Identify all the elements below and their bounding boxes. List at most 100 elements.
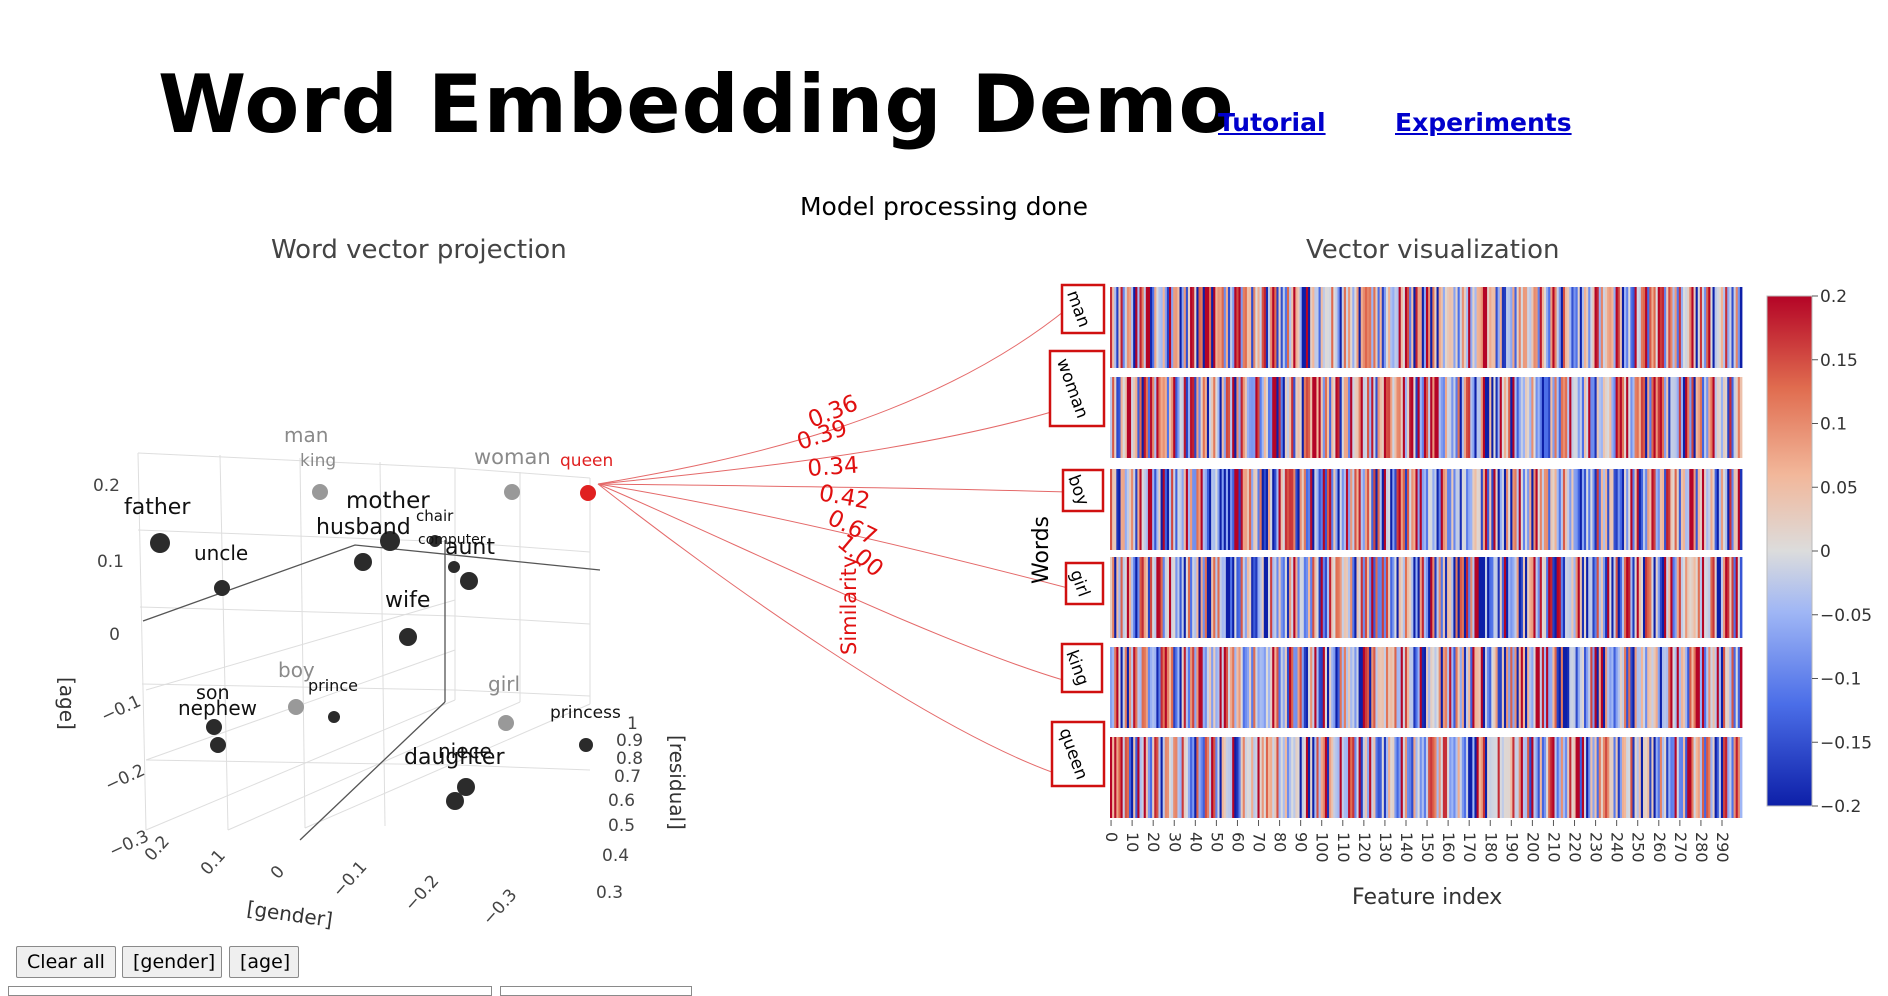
word-box-frame	[1048, 349, 1106, 428]
point-marker[interactable]	[498, 715, 514, 731]
heatmap-row-girl	[1110, 557, 1743, 638]
point-marker[interactable]	[446, 792, 464, 810]
point-marker[interactable]	[354, 553, 372, 571]
experiments-link[interactable]: Experiments	[1395, 108, 1572, 137]
similarity-label: Similarity	[837, 556, 861, 655]
point-marker[interactable]	[214, 580, 230, 596]
word-point-son[interactable]: son	[196, 682, 230, 735]
feature-tick: 210	[1544, 832, 1563, 863]
word-point-king[interactable]: king	[300, 451, 336, 500]
point-label: father	[124, 495, 191, 520]
point-marker[interactable]	[328, 711, 340, 723]
feature-tick: 40	[1186, 832, 1205, 852]
colorbar-tick: −0.1	[1820, 670, 1861, 690]
word-point-husband[interactable]: husband	[316, 515, 411, 571]
secondary-input[interactable]	[500, 986, 692, 996]
point-marker[interactable]	[380, 531, 400, 551]
word-point-aunt[interactable]: aunt	[445, 535, 495, 590]
heatmap-row-queen	[1110, 737, 1743, 818]
word-point-girl[interactable]: girl	[488, 672, 520, 731]
word-point-computer[interactable]: computer	[418, 532, 486, 573]
word-label-boxes: man woman boy girl king queen	[1048, 283, 1106, 788]
feature-tick: 80	[1271, 832, 1290, 852]
residual-tick: 1	[627, 714, 638, 734]
point-marker[interactable]	[210, 737, 226, 753]
point-label: man	[284, 423, 328, 447]
word-box-woman: woman	[1048, 349, 1106, 428]
residual-tick: 0.3	[596, 883, 623, 903]
age-axis-button[interactable]: [age]	[229, 946, 299, 978]
word-point-nephew[interactable]: nephew	[178, 696, 257, 753]
point-label: uncle	[194, 541, 248, 565]
feature-tick: 170	[1460, 832, 1479, 863]
word-box-frame	[1050, 720, 1106, 788]
gender-tick: −0.3	[479, 885, 521, 929]
tutorial-link[interactable]: Tutorial	[1218, 108, 1326, 137]
status-message: Model processing done	[799, 192, 1089, 221]
feature-tick: 140	[1397, 832, 1416, 863]
point-label: princess	[550, 703, 621, 723]
word-box-boy: boy	[1061, 468, 1105, 513]
colorbar	[1766, 295, 1813, 807]
similarity-value: 0.39	[794, 415, 851, 456]
word-point-queen[interactable]: queen	[560, 451, 613, 501]
word-box-frame	[1064, 561, 1105, 606]
feature-tick: 10	[1123, 832, 1142, 852]
clear-all-button[interactable]: Clear all	[16, 946, 116, 978]
gender-axis-label: [gender]	[245, 896, 334, 932]
feature-tick: 190	[1502, 832, 1521, 863]
point-label: aunt	[445, 535, 495, 560]
point-marker[interactable]	[150, 533, 170, 553]
word-point-woman[interactable]: woman	[474, 445, 551, 500]
gender-tick: −0.2	[401, 871, 443, 915]
feature-tick: 230	[1587, 832, 1606, 863]
word-input[interactable]	[8, 986, 492, 996]
point-marker[interactable]	[429, 535, 441, 547]
word-point-man[interactable]: man	[284, 423, 328, 447]
word-point-prince[interactable]: prince	[308, 676, 358, 723]
feature-tick: 60	[1228, 832, 1247, 852]
word-box-frame	[1061, 468, 1105, 513]
gender-tick: 0	[267, 862, 289, 883]
point-marker[interactable]	[460, 572, 478, 590]
word-point-niece[interactable]: niece	[438, 739, 492, 796]
heatmap-row-woman	[1110, 377, 1743, 458]
word-point-chair[interactable]: chair	[416, 507, 454, 547]
point-label: niece	[438, 739, 492, 763]
point-label: computer	[418, 532, 486, 548]
word-point-boy[interactable]: boy	[278, 658, 315, 715]
word-point-wife[interactable]: wife	[385, 588, 430, 646]
colorbar-tick: −0.15	[1820, 733, 1872, 753]
heatmap-row-man	[1110, 287, 1743, 368]
point-marker[interactable]	[579, 738, 593, 752]
residual-tick: 0.4	[602, 846, 629, 866]
feature-tick: 270	[1671, 832, 1690, 863]
point-marker[interactable]	[312, 484, 328, 500]
word-point-mother[interactable]: mother	[346, 488, 430, 551]
word-point-father[interactable]: father	[124, 495, 191, 553]
point-marker[interactable]	[504, 484, 520, 500]
word-point-daughter[interactable]: daughter	[404, 745, 505, 810]
point-marker[interactable]	[288, 699, 304, 715]
point-label: son	[196, 682, 230, 704]
point-label: husband	[316, 515, 411, 540]
word-point-uncle[interactable]: uncle	[194, 541, 248, 596]
word-point-princess[interactable]: princess	[550, 703, 621, 752]
point-marker[interactable]	[580, 485, 596, 501]
word-box-man: man	[1060, 283, 1106, 335]
point-marker[interactable]	[399, 628, 417, 646]
point-marker[interactable]	[448, 561, 460, 573]
point-marker[interactable]	[457, 778, 475, 796]
gender-axis-button[interactable]: [gender]	[122, 946, 222, 978]
residual-tick: 0.5	[608, 816, 635, 836]
feature-tick: 100	[1313, 832, 1332, 863]
residual-axis-label: [residual]	[665, 735, 689, 830]
gender-tick: −0.1	[329, 857, 371, 901]
residual-axis-ticks: 10.90.80.7 0.6 0.5 0.4 0.3	[596, 714, 643, 903]
heatmap-row-king	[1110, 647, 1743, 728]
residual-tick: 0.6	[608, 791, 635, 811]
page-title: Word Embedding Demo	[158, 58, 1235, 151]
point-marker[interactable]	[206, 719, 222, 735]
